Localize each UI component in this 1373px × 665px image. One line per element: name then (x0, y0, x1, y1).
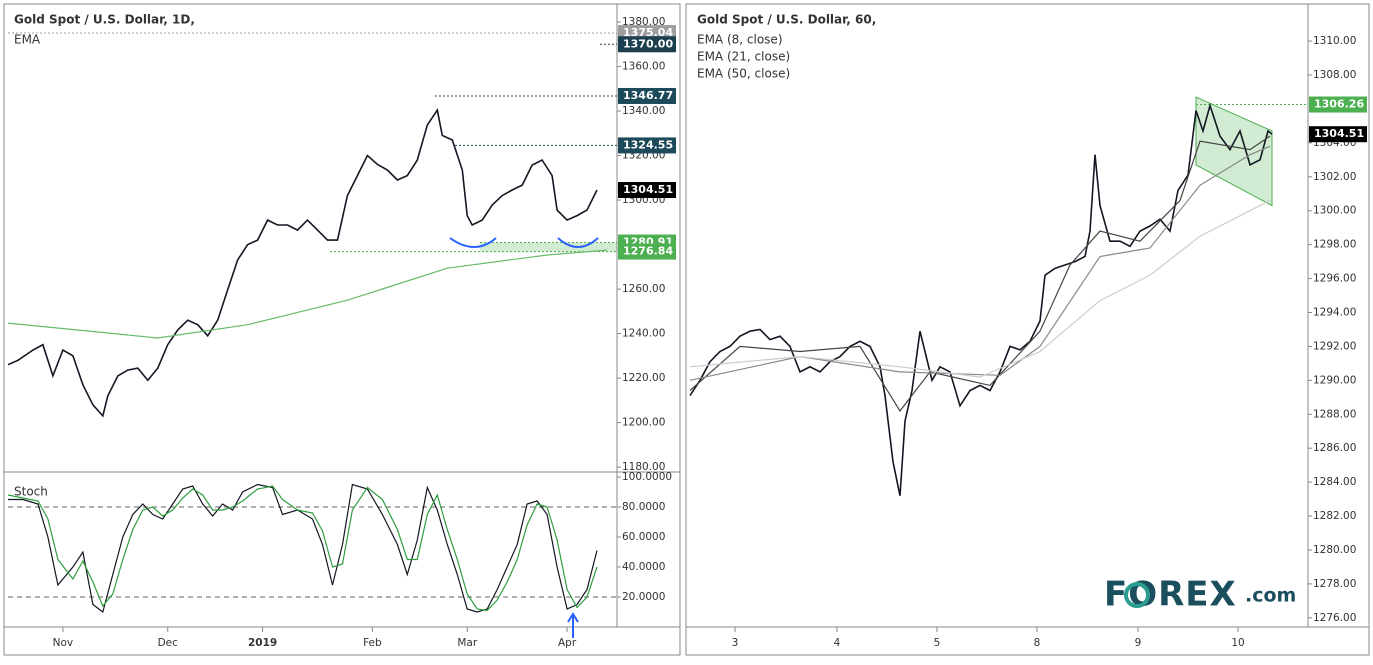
y-tick-label: 1298.00 (1313, 239, 1356, 251)
y-tick-label: 1302.00 (1313, 171, 1356, 183)
pattern-arc (557, 237, 599, 248)
y-tick-label: 1290.00 (1313, 374, 1356, 386)
y-tick-label: 1278.00 (1313, 578, 1356, 590)
price-badge (618, 87, 676, 104)
price-badge-label: 1304.51 (623, 183, 673, 196)
y-tick-label: 1286.00 (1313, 442, 1356, 454)
y-tick-label: 1200.00 (622, 417, 665, 429)
y-tick-label: 1220.00 (622, 372, 665, 384)
legend-entry: EMA (50, close) (697, 67, 790, 81)
price-badge (618, 243, 676, 260)
pattern-arc (449, 237, 497, 248)
price-badge-label: 1306.26 (1314, 98, 1364, 111)
y-tick-label: 40.0000 (622, 561, 665, 573)
left-panel-frame (3, 3, 681, 656)
channel (1195, 96, 1273, 207)
x-tick-label: Nov (53, 637, 74, 649)
price-badge (1309, 126, 1367, 143)
x-tick-label: 2019 (248, 637, 277, 649)
y-tick-label: 1300.00 (1313, 205, 1356, 217)
logo-globe (1124, 582, 1150, 608)
y-tick-label: 1308.00 (1313, 69, 1356, 81)
price-badge (618, 182, 676, 199)
price-badge-label: 1324.55 (623, 138, 673, 151)
indicator-label: Stoch (14, 485, 48, 499)
series-line (689, 199, 1271, 378)
y-tick-label: 1296.00 (1313, 273, 1356, 285)
series-line (7, 249, 608, 339)
arrow (567, 612, 579, 638)
support-zone (480, 242, 617, 252)
chart-title: Gold Spot / U.S. Dollar, 1D, (14, 13, 195, 27)
series-line (7, 485, 598, 612)
x-tick-label: Dec (158, 637, 179, 649)
x-tick-label: 8 (1034, 637, 1041, 649)
y-tick-label: 80.0000 (622, 501, 665, 513)
y-tick-label: 1380.00 (622, 16, 665, 28)
x-tick-label: 3 (732, 637, 739, 649)
series-line (7, 108, 598, 418)
x-tick-label: Apr (558, 637, 577, 649)
x-tick-label: Mar (457, 637, 477, 649)
y-tick-label: 1280.00 (1313, 544, 1356, 556)
price-badge-label: 1370.00 (623, 37, 673, 50)
legend-entry: EMA (21, close) (697, 50, 790, 64)
price-badge (618, 137, 676, 154)
right-panel-frame (685, 3, 1370, 656)
x-tick-label: 10 (1231, 637, 1244, 649)
price-badge (618, 36, 676, 53)
y-tick-label: 1340.00 (622, 105, 665, 117)
series-line (689, 145, 1271, 381)
y-tick-label: 1276.00 (1313, 612, 1356, 624)
price-badge-label: 1304.51 (1314, 127, 1364, 140)
price-badge (1309, 96, 1367, 113)
y-tick-label: 20.0000 (622, 591, 665, 603)
y-tick-label: 1360.00 (622, 61, 665, 73)
y-tick-label: 1288.00 (1313, 408, 1356, 420)
y-tick-label: 1240.00 (622, 328, 665, 340)
x-tick-label: 4 (834, 637, 841, 649)
y-tick-label: 100.0000 (622, 471, 672, 483)
y-tick-label: 1310.00 (1313, 35, 1356, 47)
y-tick-label: 60.0000 (622, 531, 665, 543)
price-badge-label: 1276.84 (623, 245, 673, 258)
plot-layer: 1180.00 1200.00 1220.00 1240.00 1260.00 1300.… (7, 16, 1367, 649)
y-tick-label: 1282.00 (1313, 510, 1356, 522)
logo-suffix: .com (1245, 585, 1296, 607)
logo-name: FOREX (1104, 575, 1237, 615)
series-line (689, 135, 1271, 412)
price-badge-label: 1375.04 (623, 26, 673, 39)
y-tick-label: 1284.00 (1313, 476, 1356, 488)
y-tick-label: 1294.00 (1313, 306, 1356, 318)
chart-title: Gold Spot / U.S. Dollar, 60, (697, 13, 876, 27)
y-tick-label: 1180.00 (622, 461, 665, 473)
x-tick-label: 5 (934, 637, 941, 649)
y-tick-label: 1292.00 (1313, 340, 1356, 352)
series-line (689, 102, 1273, 496)
x-tick-label: Feb (363, 637, 382, 649)
indicator-label: EMA (14, 33, 41, 47)
price-badge-label: 1346.77 (623, 89, 673, 102)
x-tick-label: 9 (1135, 637, 1142, 649)
legend-entry: EMA (8, close) (697, 33, 783, 47)
y-tick-label: 1260.00 (622, 283, 665, 295)
series-line (8, 483, 598, 614)
